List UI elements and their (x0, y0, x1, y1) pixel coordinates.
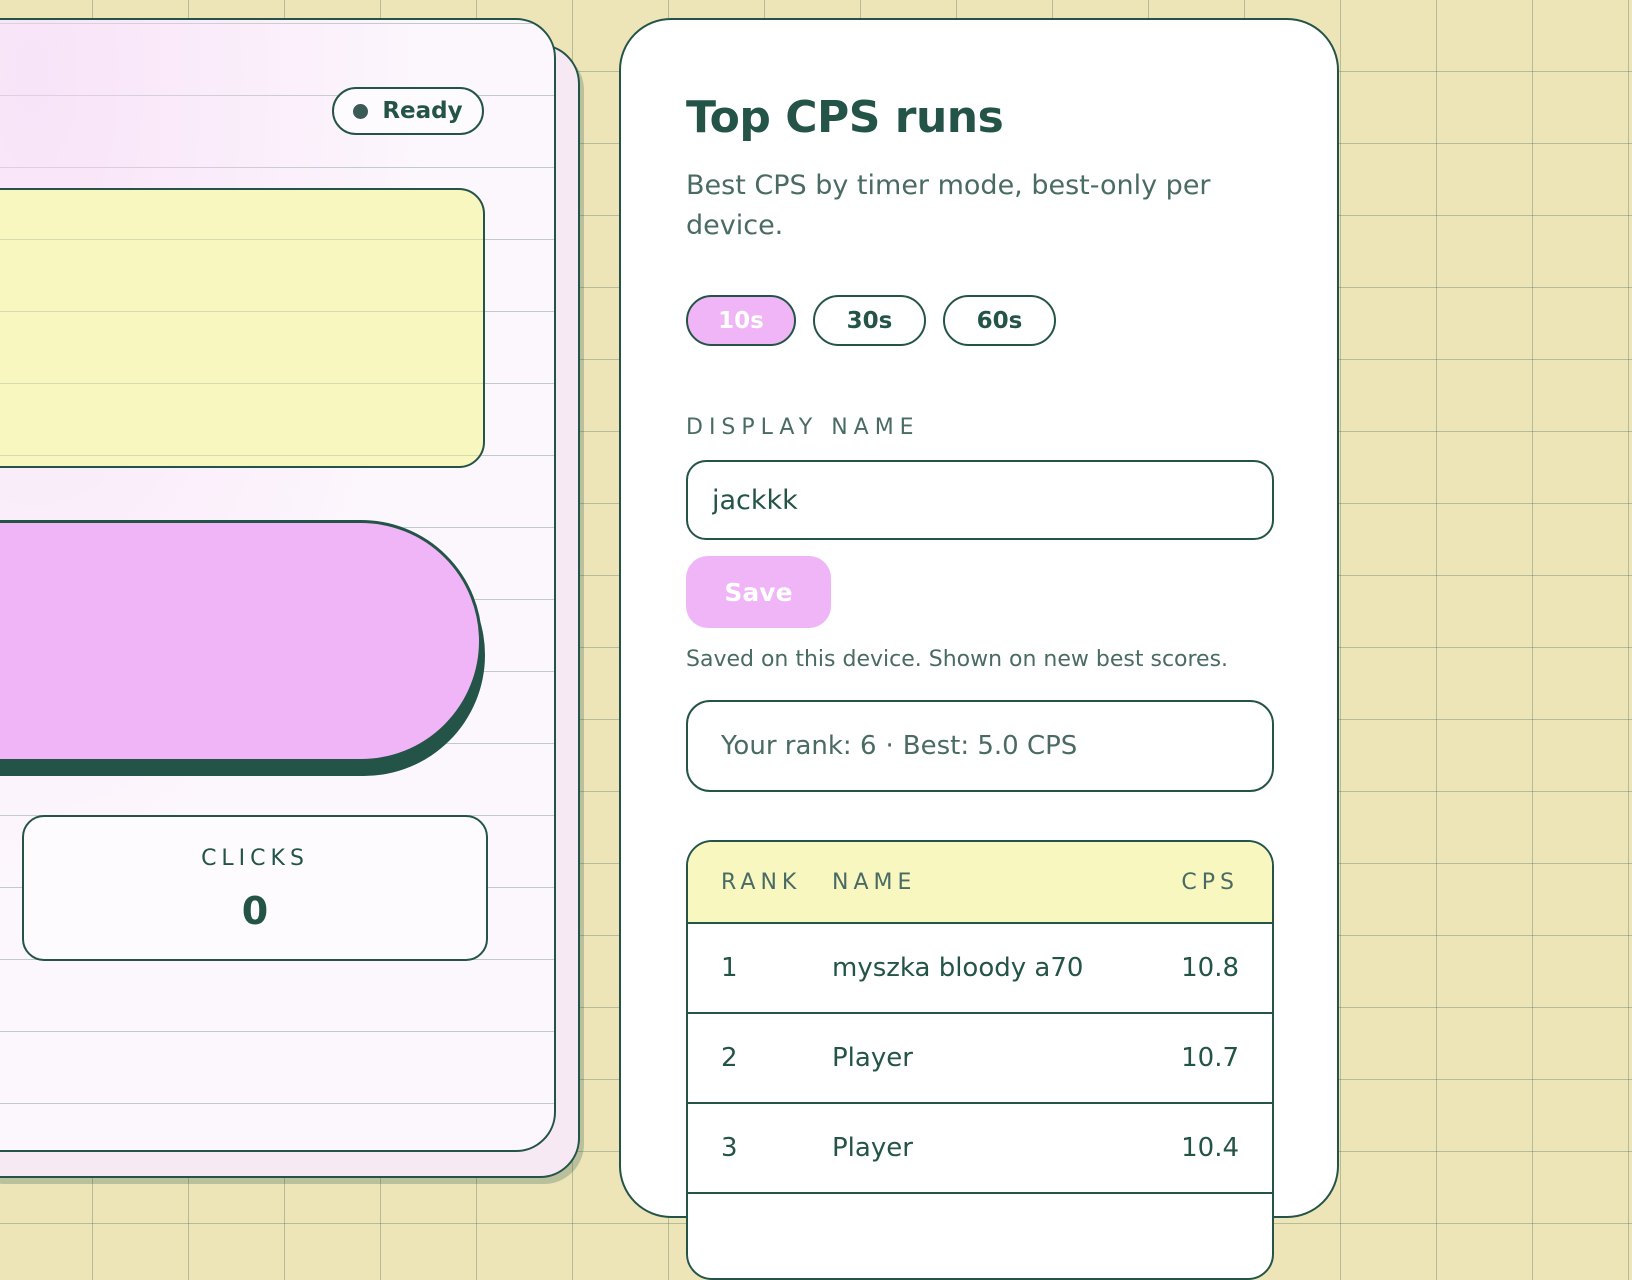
tab-60s[interactable]: 60s (943, 295, 1056, 346)
column-header-cps: CPS (1181, 869, 1239, 895)
table-header: RANK NAME CPS (688, 842, 1272, 924)
status-dot-icon (353, 103, 369, 119)
your-rank-summary: Your rank: 6 · Best: 5.0 CPS (686, 700, 1274, 792)
column-header-name: NAME (832, 869, 917, 895)
row-name: Player (832, 1043, 913, 1073)
rank-separator: · (885, 731, 894, 761)
your-rank: Your rank: 6 (721, 731, 877, 761)
row-cps: 10.7 (1181, 1043, 1239, 1073)
clicks-label: CLICKS (201, 846, 309, 871)
row-name: myszka bloody a70 (832, 953, 1084, 983)
clicks-counter: CLICKS 0 (22, 815, 488, 961)
clicks-value: 0 (241, 889, 269, 933)
save-button[interactable]: Save (686, 556, 831, 628)
page-subtitle: Best CPS by timer mode, best-only per de… (686, 170, 1211, 241)
tab-30s[interactable]: 30s (813, 295, 926, 346)
display-name-label: DISPLAY NAME (686, 415, 920, 440)
row-name: Player (832, 1133, 913, 1163)
status-label: Ready (382, 98, 463, 124)
column-header-rank: RANK (721, 869, 802, 895)
click-button[interactable] (0, 520, 482, 762)
row-rank: 3 (721, 1133, 738, 1163)
row-cps: 10.4 (1181, 1133, 1239, 1163)
leaderboard-table: RANK NAME CPS 1 myszka bloody a70 10.8 2… (686, 840, 1274, 1280)
leaderboard-panel: Top CPS runs Best CPS by timer mode, bes… (619, 18, 1339, 1280)
save-hint: Saved on this device. Shown on new best … (686, 647, 1229, 672)
timer-display (0, 188, 485, 468)
table-row: 2 Player 10.7 (688, 1014, 1272, 1104)
timer-mode-tabs: 10s 30s 60s (686, 295, 1056, 346)
row-rank: 2 (721, 1043, 738, 1073)
row-rank: 1 (721, 953, 738, 983)
row-cps: 10.8 (1181, 953, 1239, 983)
display-name-input[interactable] (686, 460, 1274, 540)
clicker-card: Ready CLICKS 0 (0, 18, 556, 1152)
table-row: 1 myszka bloody a70 10.8 (688, 924, 1272, 1014)
table-row: 3 Player 10.4 (688, 1104, 1272, 1194)
page-title: Top CPS runs (686, 92, 1004, 143)
status-badge: Ready (332, 87, 484, 135)
tab-10s[interactable]: 10s (686, 295, 796, 346)
your-best: Best: 5.0 CPS (902, 731, 1078, 761)
